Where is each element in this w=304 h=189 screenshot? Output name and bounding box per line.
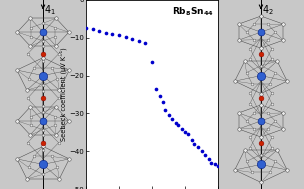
Point <box>154 87 158 90</box>
Point <box>160 101 165 104</box>
Point <box>117 34 122 37</box>
Point <box>90 28 95 31</box>
Point <box>167 114 171 117</box>
Point <box>157 95 162 98</box>
Text: $4_1$: $4_1$ <box>44 3 56 17</box>
Point <box>185 133 190 136</box>
Point <box>192 142 197 145</box>
Point <box>176 123 181 126</box>
Point <box>136 39 141 42</box>
Point <box>200 150 205 153</box>
Point <box>209 161 214 164</box>
Text: $\mathbf{Rb_8Sn_{44}}$: $\mathbf{Rb_8Sn_{44}}$ <box>172 6 214 18</box>
Point <box>110 33 115 36</box>
Point <box>173 121 178 124</box>
Text: $4_2$: $4_2$ <box>262 3 274 17</box>
Point <box>84 27 88 30</box>
Point <box>189 138 194 141</box>
Point <box>123 35 128 38</box>
Point <box>202 153 207 156</box>
Point <box>213 163 218 166</box>
Point <box>130 37 135 40</box>
Point <box>182 130 187 133</box>
Point <box>163 108 168 111</box>
Point <box>97 29 102 33</box>
Point <box>206 157 211 160</box>
Point <box>150 61 154 64</box>
Point <box>216 165 220 168</box>
Point <box>143 41 148 44</box>
Point <box>169 118 174 121</box>
Point <box>180 127 185 130</box>
Y-axis label: Seebeck coefficient (μV K⁻¹): Seebeck coefficient (μV K⁻¹) <box>60 48 67 141</box>
Point <box>103 31 108 34</box>
Point <box>196 146 201 149</box>
